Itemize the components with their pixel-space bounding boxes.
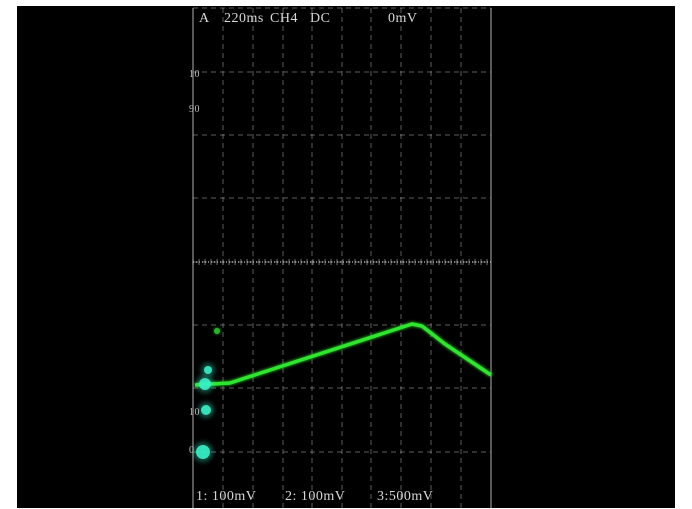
level-marker-lower: 90	[189, 104, 200, 115]
waveforms	[193, 290, 492, 462]
trigger-level-label: 0mV	[388, 11, 418, 26]
scope-screen	[17, 6, 675, 508]
coupling-label: DC	[310, 11, 331, 26]
channel-marker	[196, 445, 210, 459]
timebase-label: 220ms	[224, 11, 264, 26]
graticule	[192, 7, 492, 508]
channel-marker	[199, 378, 211, 390]
trigger-source-label: CH4	[270, 11, 298, 26]
trigger-mode-label: A	[199, 11, 210, 26]
channel-marker	[204, 366, 212, 374]
ch3-scale-label: 3:500mV	[377, 489, 434, 504]
reference-marker-2: 0	[189, 445, 195, 456]
ch2-scale-label: 2: 100mV	[285, 489, 346, 504]
channel-marker	[201, 405, 211, 415]
ch1-scale-label: 1: 100mV	[196, 489, 257, 504]
trace-dot	[214, 328, 220, 334]
level-marker-upper: 10	[189, 69, 200, 80]
ramp-trace	[194, 322, 492, 387]
reference-marker-1: 10	[189, 407, 200, 418]
